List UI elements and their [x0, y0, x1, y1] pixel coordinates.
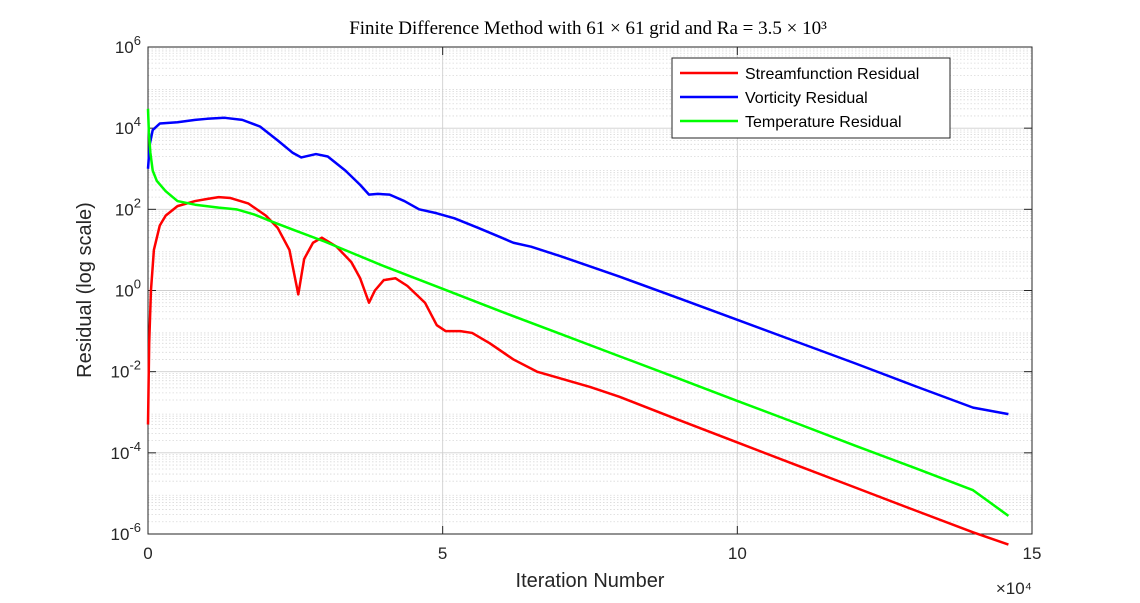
y-tick-label: 102: [115, 195, 141, 219]
y-tick-label: 106: [115, 33, 141, 57]
x-tick-label: 10: [728, 544, 747, 563]
series-line-3: [146, 108, 1010, 517]
series-line-1: [146, 195, 1009, 546]
x-axis-exponent: ×10⁴: [996, 579, 1032, 598]
x-tick-label: 5: [438, 544, 447, 563]
y-axis-label: Residual (log scale): [74, 202, 96, 378]
legend-entry: Streamfunction Residual: [745, 66, 919, 83]
x-tick-label: 15: [1023, 544, 1042, 563]
x-tick-label: 0: [143, 544, 152, 563]
y-tick-label: 10-4: [111, 439, 141, 463]
legend: Streamfunction Residual Vorticity Residua…: [671, 57, 951, 139]
y-tick-label: 100: [115, 277, 141, 301]
x-axis-label: Iteration Number: [516, 570, 665, 592]
y-tick-label: 10-2: [111, 358, 141, 382]
legend-entry: Temperature Residual: [745, 114, 902, 131]
axis-ticks: 0 5 10 15 10-6 10-4 10-2 100 102 104 106: [111, 33, 1042, 563]
y-tick-label: 104: [115, 114, 141, 138]
series-lines: [146, 108, 1010, 546]
series-line-2: [146, 116, 1009, 416]
chart-title: Finite Difference Method with 61 × 61 gr…: [349, 18, 827, 39]
legend-entry: Vorticity Residual: [745, 90, 868, 107]
y-tick-label: 10-6: [111, 520, 141, 544]
